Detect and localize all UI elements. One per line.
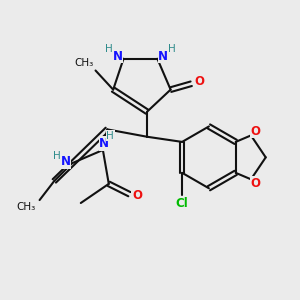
Text: O: O [132, 189, 142, 203]
Text: CH₃: CH₃ [75, 58, 94, 68]
Text: O: O [250, 177, 260, 190]
Text: N: N [99, 137, 110, 150]
Text: Cl: Cl [176, 196, 188, 210]
Text: H: H [105, 44, 113, 54]
Text: O: O [194, 76, 204, 88]
Text: H: H [168, 44, 176, 54]
Text: O: O [250, 125, 260, 138]
Text: H: H [106, 131, 114, 141]
Text: N: N [158, 50, 168, 63]
Text: N: N [61, 155, 70, 168]
Text: CH₃: CH₃ [17, 202, 36, 212]
Text: N: N [112, 50, 123, 63]
Text: H: H [53, 151, 61, 161]
